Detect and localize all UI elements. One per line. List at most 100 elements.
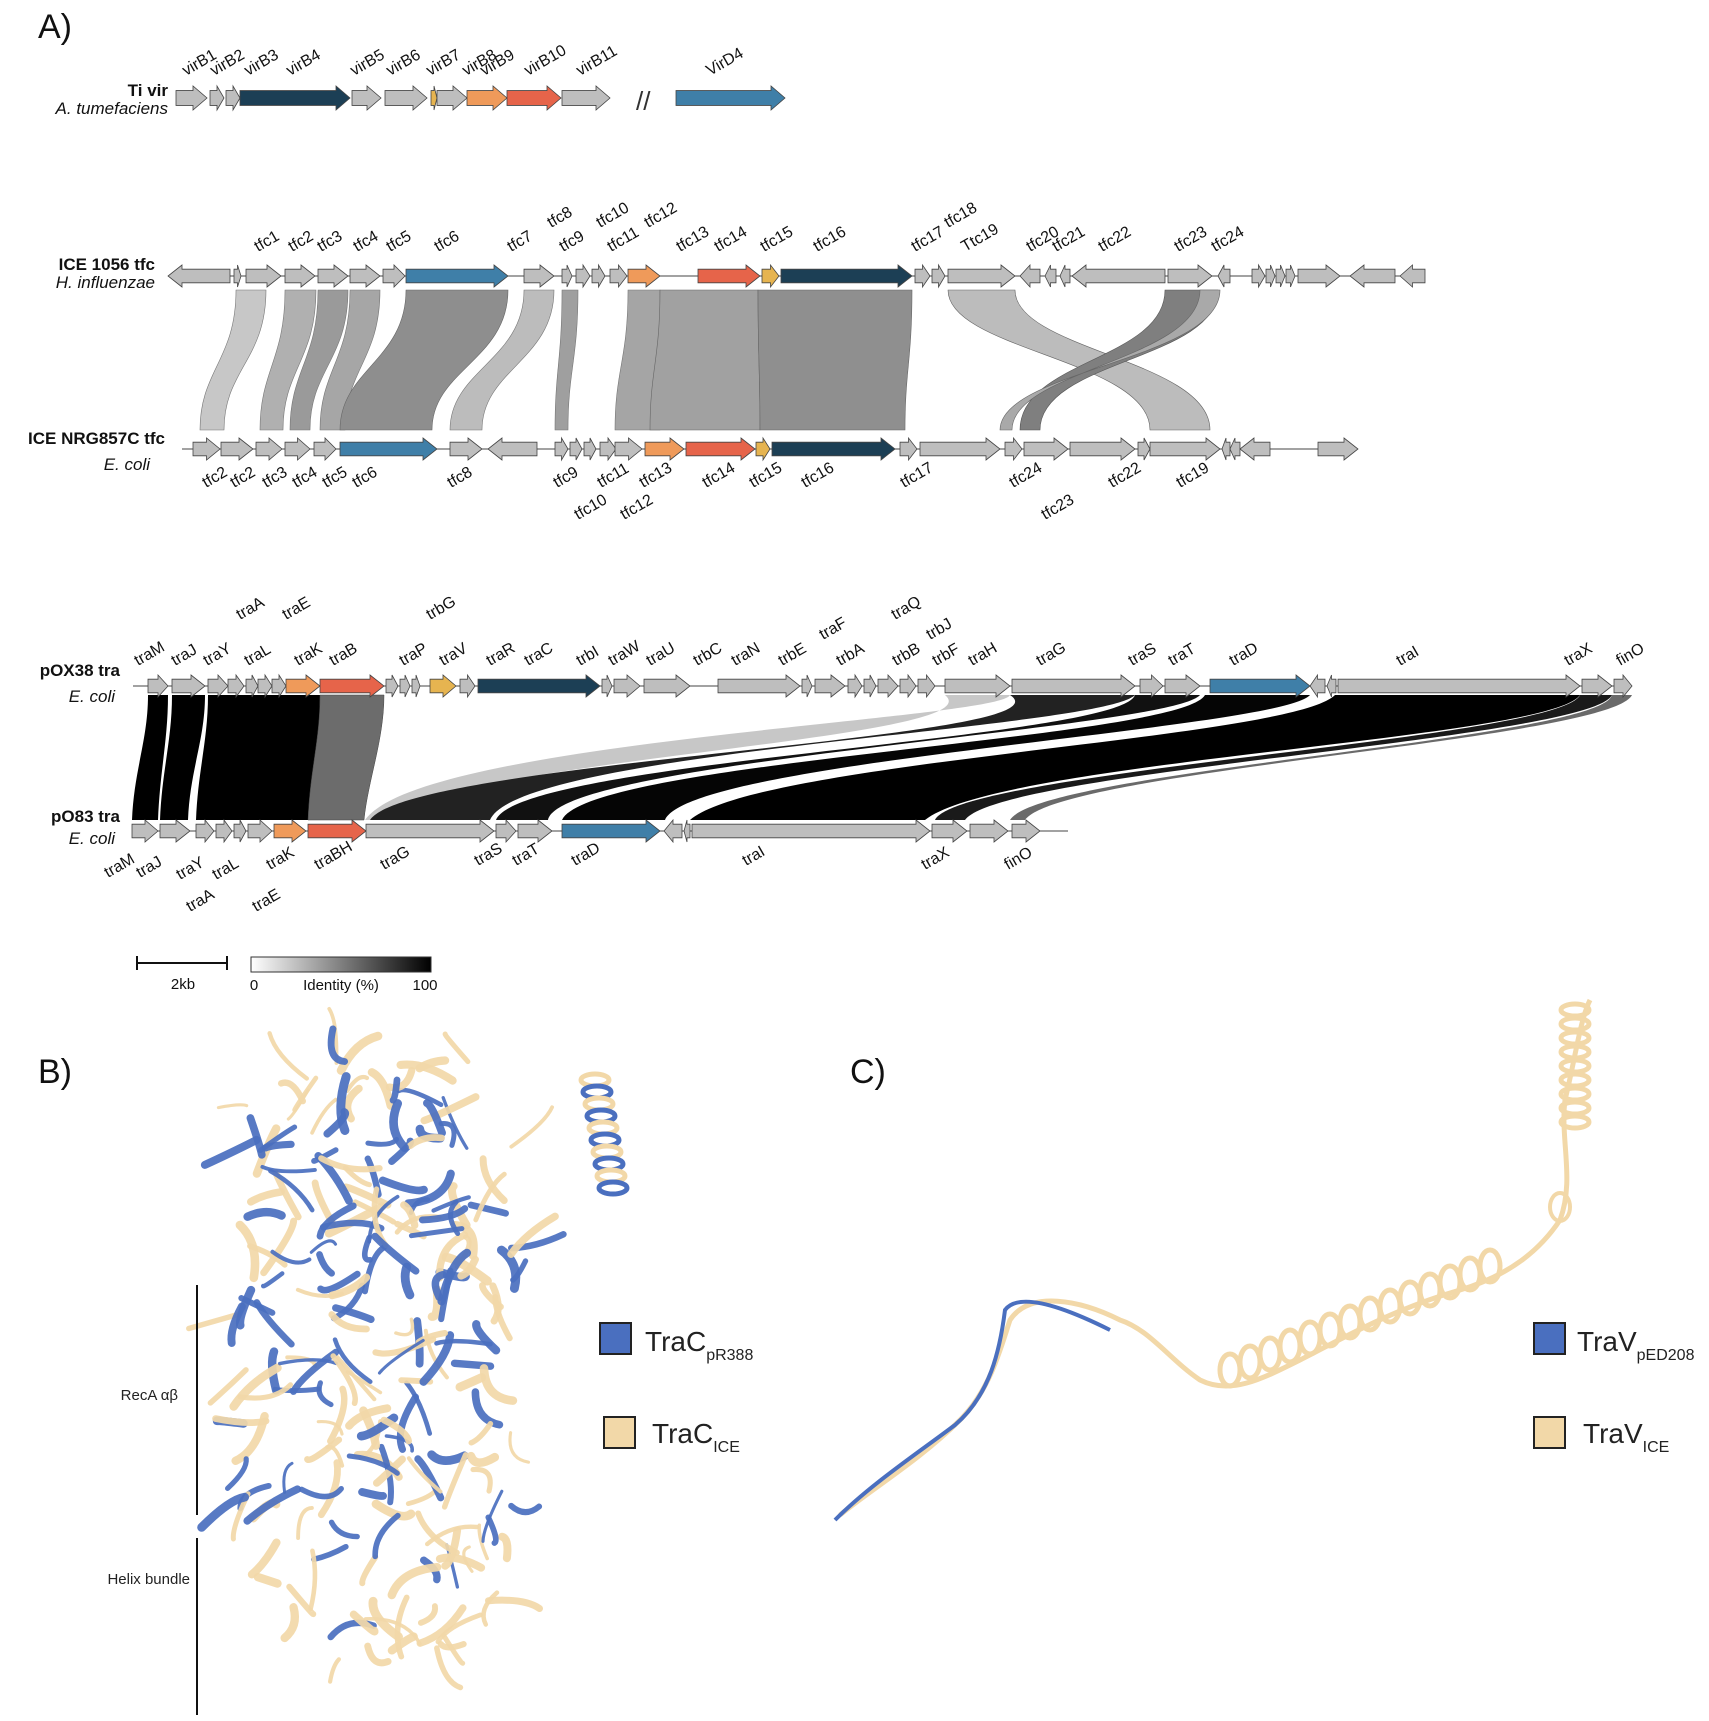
gene-nrg-20 [1023, 437, 1069, 461]
ribbon-segment [364, 1642, 392, 1667]
ribbon-segment [328, 1273, 371, 1300]
label-ice1056-11: tfc12 [642, 199, 681, 231]
legend-c-swatch-ice [1533, 1416, 1566, 1449]
ribbon-segment [450, 1359, 495, 1370]
label-ice1056-5: tfc6 [432, 228, 463, 256]
label-ice1056-6: tfc7 [505, 228, 536, 256]
link-traX [935, 695, 1612, 820]
gene-track-ti: // [636, 86, 651, 116]
gene-ti-1 [209, 84, 225, 112]
gene-nrg-19 [1004, 436, 1023, 462]
track-name-ice1056: ICE 1056 tfc [59, 255, 155, 274]
ribbon-segment [286, 1583, 317, 1618]
gene-nrg-23 [1149, 437, 1221, 461]
label-pox-1: traJ [169, 641, 201, 669]
helix-coil [1217, 1351, 1243, 1389]
ribbon-segment [362, 1244, 387, 1295]
ribbon-segment [378, 1176, 428, 1195]
legend-c-label-pED208: TraVpED208 [1577, 1326, 1695, 1364]
ribbon-segment [415, 1056, 450, 1073]
gene-ti-11 [675, 85, 786, 111]
ribbon-segment [280, 1603, 300, 1643]
gene-nrg-14 [685, 437, 756, 461]
gene-po83-17 [1011, 819, 1041, 843]
ribbon-segment [332, 1337, 373, 1384]
gene-nrg-2 [255, 437, 283, 461]
gene-ti-10 [561, 85, 611, 111]
label-nrg-3: tfc4 [290, 464, 321, 492]
gene-nrg-6 [449, 437, 483, 461]
label-po83-12: traI [740, 843, 769, 869]
link-traJ [160, 695, 205, 820]
ribbon-segment [400, 1262, 415, 1300]
gene-po83-14 [691, 819, 931, 843]
ribbon-segment [441, 1096, 469, 1150]
ribbon-segment [304, 1436, 343, 1463]
ribbon-segment [473, 1171, 507, 1223]
ribbon-segment [372, 1512, 401, 1560]
ribbon-segment [468, 1421, 494, 1446]
gene-ice1056-23 [1071, 264, 1166, 288]
ribbon-segment [508, 1431, 531, 1464]
gene-pox-14 [477, 674, 601, 698]
label-ice1056-10: tfc11 [605, 224, 643, 256]
gene-pox-25 [917, 673, 936, 699]
ribbon-segment [247, 1188, 285, 1206]
gene-ice1056-10 [575, 263, 591, 289]
link-traI [690, 695, 1580, 820]
gene-pox-4 [245, 674, 259, 698]
panel-label-a: A) [38, 8, 72, 46]
ribbon-segment [298, 1485, 344, 1500]
gene-nrg-0 [192, 437, 221, 461]
gene-nrg-7 [487, 437, 538, 461]
ribbon-segment [200, 1135, 261, 1169]
label-po83-5: traE [250, 886, 284, 915]
ribbon-segment [447, 1182, 471, 1230]
ribbon-segment [227, 1302, 246, 1347]
legend-c-label-ice: TraVICE [1583, 1418, 1669, 1456]
label-ice1056-0: tfc1 [252, 228, 283, 256]
ribbon-segment [308, 1548, 318, 1611]
ribbon-segment [394, 1594, 410, 1660]
scale-bar-label: 2kb [171, 976, 195, 993]
ribbon-segment [328, 1519, 360, 1540]
label-pox-10: traV [437, 640, 471, 670]
gene-ice1056-0 [167, 264, 231, 288]
label-pox-14: traW [606, 637, 645, 669]
ribbon-segment [467, 1201, 509, 1217]
gene-ice1056-2 [245, 264, 282, 288]
ribbon-segment [419, 1331, 455, 1386]
ribbon-segment [333, 1353, 377, 1402]
ribbon-segment [396, 1087, 444, 1108]
ribbon-segment [406, 1134, 445, 1150]
gene-ice1056-4 [317, 264, 349, 288]
gene-ice1056-17 [914, 263, 931, 289]
gene-pox-0 [147, 673, 169, 699]
ribbon-segment [311, 1543, 349, 1563]
ribbon-segment [365, 1136, 400, 1147]
ribbon-segment [414, 1455, 445, 1502]
link-tfc6 [339, 289, 509, 431]
gene-pox-27 [1011, 674, 1136, 698]
gene-ice1056-28 [1275, 264, 1286, 288]
label-pox-26: traG [1034, 639, 1069, 669]
label-ti-3: virB4 [284, 46, 324, 79]
gene-ice1056-14 [697, 264, 761, 288]
ribbon-segment [435, 1553, 486, 1572]
ribbon-segment [278, 1079, 306, 1105]
ribbon-segment [470, 1466, 493, 1494]
label-pox-6: traK [292, 640, 326, 670]
ribbon-segment [267, 1031, 309, 1081]
ribbon-segment [349, 1610, 379, 1636]
helix-coil [1277, 1327, 1303, 1365]
gene-pox-20 [814, 674, 846, 698]
label-nrg-9: tfc11 [595, 460, 633, 492]
ribbon-segment [316, 1251, 335, 1277]
label-ice1056-3: tfc4 [351, 228, 382, 256]
gene-ice1056-16 [780, 264, 913, 288]
helix-coil [1297, 1319, 1323, 1357]
ribbon-segment [207, 1367, 249, 1406]
ribbon-segment [327, 1025, 349, 1065]
trac-structure-overlay [186, 1006, 630, 1691]
gene-po83-16 [969, 819, 1009, 843]
